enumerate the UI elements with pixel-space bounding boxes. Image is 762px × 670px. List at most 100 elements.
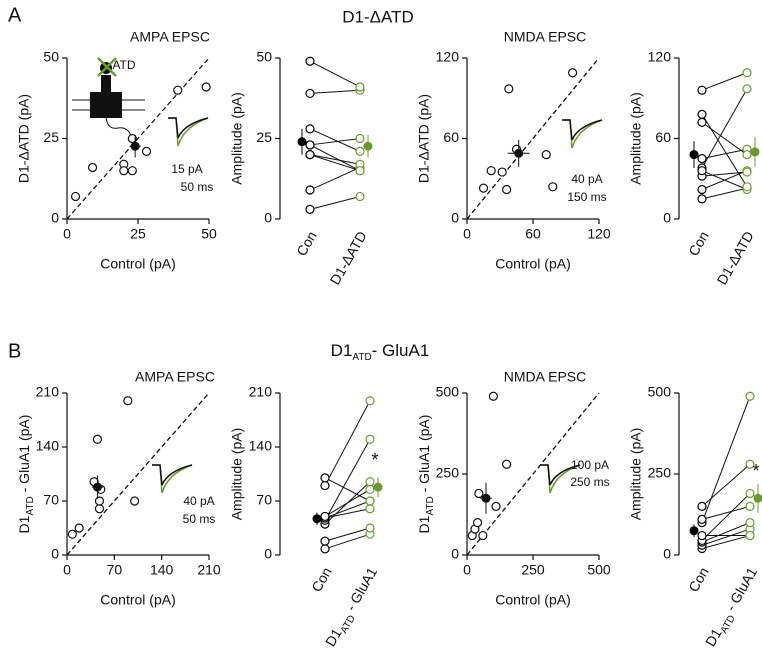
y-tick-label: 250 bbox=[648, 465, 672, 481]
panel-title: D1-ΔATD bbox=[342, 7, 414, 26]
chart-title: AMPA EPSC bbox=[135, 369, 215, 385]
y-tick-label: 210 bbox=[36, 384, 60, 400]
y-tick-label: 120 bbox=[436, 49, 460, 65]
data-point bbox=[123, 396, 133, 406]
x-tick-label: D1-ΔATD bbox=[714, 228, 757, 287]
trace bbox=[168, 117, 209, 139]
data-point bbox=[173, 85, 183, 95]
pair-line bbox=[309, 154, 361, 172]
mean-point bbox=[689, 526, 699, 536]
x-tick-label: 0 bbox=[63, 226, 71, 242]
pair-line bbox=[701, 88, 748, 169]
annotation: 250 ms bbox=[570, 475, 609, 489]
y-tick-label: 25 bbox=[256, 129, 272, 145]
data-point bbox=[697, 194, 707, 204]
data-point bbox=[141, 146, 152, 156]
x-tick-label: D1ATD - GluA1 bbox=[702, 564, 762, 651]
data-point bbox=[305, 88, 315, 99]
y-tick-label: 210 bbox=[249, 384, 273, 400]
y-axis-label: Amplitude (pA) bbox=[229, 428, 245, 521]
pair-line bbox=[701, 148, 748, 160]
data-point bbox=[541, 150, 551, 160]
data-point bbox=[745, 391, 755, 401]
data-point bbox=[305, 185, 315, 195]
x-tick-label: 120 bbox=[587, 226, 611, 242]
data-point bbox=[305, 150, 315, 160]
data-point bbox=[697, 514, 707, 524]
data-point bbox=[478, 530, 488, 541]
panel-title: D1ATD- GluA1 bbox=[331, 341, 430, 363]
data-point bbox=[119, 166, 129, 176]
panel-label: A bbox=[8, 4, 22, 26]
y-tick-label: 140 bbox=[36, 438, 60, 454]
data-point bbox=[87, 162, 98, 173]
unity-line bbox=[66, 392, 210, 556]
y-axis-label: D1ATD - GluA1 (pA) bbox=[416, 415, 436, 534]
mean-point bbox=[92, 482, 102, 492]
annotation: 40 pA bbox=[571, 172, 602, 186]
y-tick-label: 0 bbox=[264, 546, 272, 562]
mean-point bbox=[514, 148, 524, 158]
y-tick-label: 70 bbox=[43, 492, 59, 508]
text-part: D1 bbox=[16, 515, 32, 533]
y-tick-label: 120 bbox=[648, 49, 672, 65]
y-axis-label: D1-ΔATD (pA) bbox=[416, 94, 432, 183]
data-point bbox=[474, 488, 484, 499]
data-point bbox=[70, 191, 81, 202]
mean-point bbox=[297, 137, 307, 147]
data-point bbox=[697, 166, 707, 176]
x-axis-label: Control (pA) bbox=[495, 592, 570, 608]
text-part: D1 bbox=[702, 625, 725, 649]
pair-line bbox=[701, 505, 751, 520]
data-point bbox=[548, 182, 558, 192]
annotation: ATD bbox=[112, 58, 135, 72]
pair-line bbox=[324, 439, 371, 521]
annotation: 50 ms bbox=[181, 180, 214, 194]
text-part: - GluA1 bbox=[720, 564, 760, 617]
pair-line bbox=[701, 535, 751, 550]
y-tick-label: 250 bbox=[436, 465, 460, 481]
chart-title: AMPA EPSC bbox=[130, 29, 210, 45]
unity-line bbox=[466, 392, 600, 556]
data-point bbox=[320, 480, 330, 491]
y-axis-label: D1ATD - GluA1 (pA) bbox=[16, 415, 36, 534]
chart-title: NMDA EPSC bbox=[504, 369, 586, 385]
pair-line bbox=[701, 463, 751, 507]
x-tick-label: 0 bbox=[63, 562, 71, 578]
pair-line bbox=[701, 187, 748, 200]
trace bbox=[562, 119, 603, 141]
pair-line bbox=[324, 477, 371, 502]
data-point bbox=[742, 182, 752, 192]
pair-line bbox=[701, 493, 751, 541]
data-point bbox=[745, 501, 755, 511]
text-part: - GluA1 bbox=[372, 341, 430, 360]
pair-line bbox=[701, 396, 751, 523]
data-point bbox=[130, 496, 140, 506]
y-tick-label: 50 bbox=[256, 49, 272, 65]
annotation: 150 ms bbox=[567, 190, 606, 204]
data-point bbox=[472, 517, 483, 528]
data-point bbox=[697, 85, 707, 95]
y-tick-label: 0 bbox=[264, 210, 272, 226]
data-point bbox=[697, 117, 707, 128]
data-point bbox=[697, 154, 707, 164]
y-tick-label: 500 bbox=[436, 384, 460, 400]
x-tick-label: 25 bbox=[130, 226, 146, 242]
data-point bbox=[745, 530, 755, 541]
text-part: - GluA1 (pA) bbox=[16, 415, 32, 497]
data-point bbox=[355, 166, 365, 176]
text-part: ATD bbox=[719, 614, 738, 636]
data-point bbox=[365, 396, 375, 406]
x-tick-label: 250 bbox=[521, 562, 545, 578]
trace bbox=[152, 464, 193, 486]
trace bbox=[562, 119, 603, 149]
y-axis-label: Amplitude (pA) bbox=[229, 92, 245, 185]
trace bbox=[540, 464, 581, 486]
annotation: 50 ms bbox=[183, 512, 216, 526]
data-point bbox=[745, 459, 755, 469]
y-axis-label: Amplitude (pA) bbox=[628, 428, 644, 521]
x-tick-label: 0 bbox=[463, 226, 471, 242]
panel-label: B bbox=[8, 340, 21, 362]
pair-line bbox=[309, 138, 361, 146]
